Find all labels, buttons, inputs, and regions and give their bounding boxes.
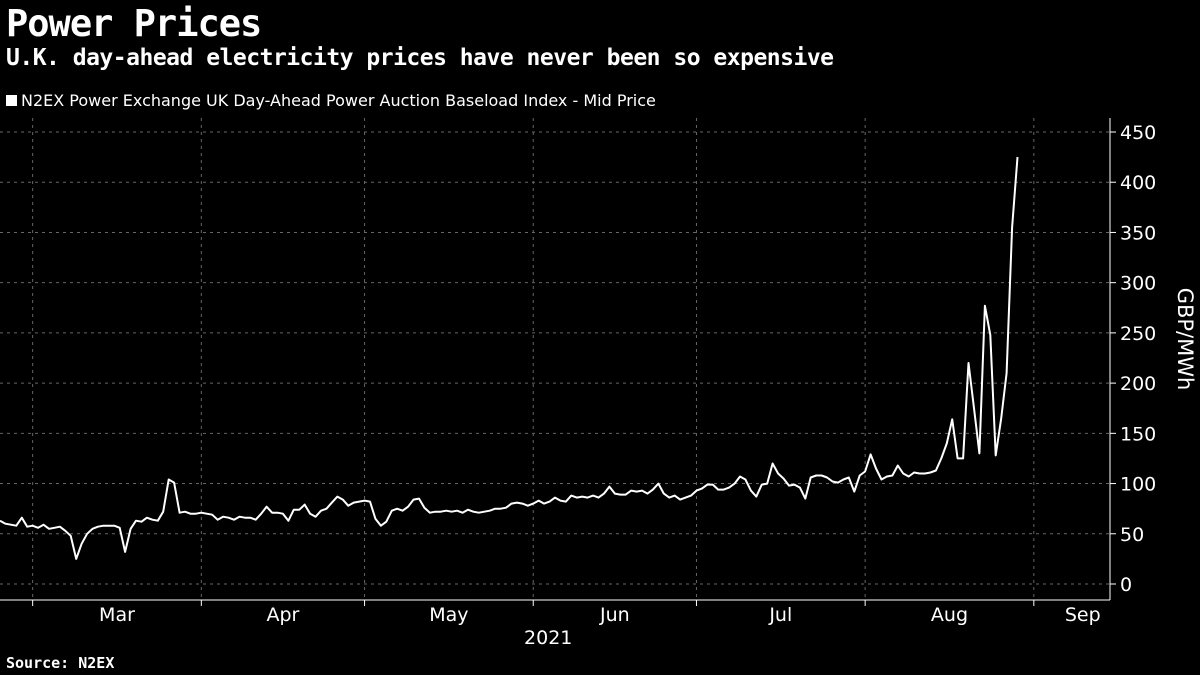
x-tick-label: Jul [768, 604, 792, 626]
y-tick-label: 400 [1120, 172, 1156, 194]
x-tick-label: Aug [931, 604, 968, 626]
chart-title: Power Prices [6, 2, 262, 45]
x-tick-label: Apr [267, 604, 300, 626]
x-year-label: 2021 [524, 627, 572, 649]
axes [0, 118, 1116, 606]
series-line [0, 157, 1019, 560]
y-tick-label: 150 [1120, 423, 1156, 445]
y-axis-title: GBP/MWh [1173, 288, 1197, 391]
x-tick-label: May [429, 604, 468, 626]
y-tick-label: 450 [1120, 122, 1156, 144]
axis-labels: 0 50 100 150 200 250 300 350 400 450 Mar Apr May Jun J… [99, 122, 1197, 649]
x-tick-label: Sep [1065, 604, 1101, 626]
x-tick-label: Mar [99, 604, 135, 626]
y-tick-label: 200 [1120, 373, 1156, 395]
series-layer [0, 157, 1019, 560]
y-tick-label: 100 [1120, 474, 1156, 496]
legend-swatch [6, 95, 17, 106]
grid [0, 118, 1110, 600]
legend: N2EX Power Exchange UK Day-Ahead Power A… [6, 91, 656, 110]
y-tick-label: 350 [1120, 222, 1156, 244]
chart-subtitle: U.K. day-ahead electricity prices have n… [6, 45, 834, 71]
source-note: Source: N2EX [6, 654, 115, 672]
y-tick-label: 300 [1120, 273, 1156, 295]
x-tick-label: Jun [599, 604, 630, 626]
y-tick-label: 50 [1120, 524, 1144, 546]
y-tick-label: 250 [1120, 323, 1156, 345]
legend-label: N2EX Power Exchange UK Day-Ahead Power A… [21, 91, 656, 110]
y-tick-label: 0 [1120, 574, 1132, 596]
